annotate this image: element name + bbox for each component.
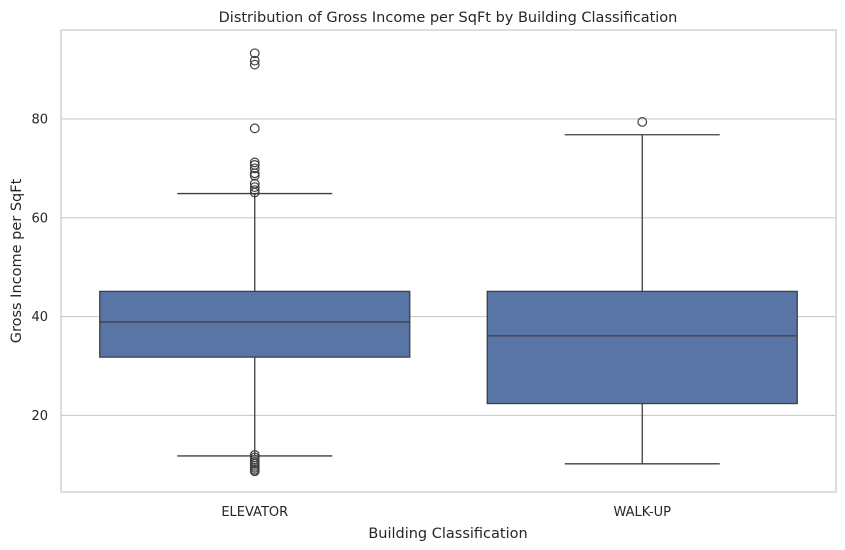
x-axis-label: Building Classification xyxy=(368,526,527,542)
outlier-point xyxy=(249,59,260,70)
y-axis-label: Gross Income per SqFt xyxy=(9,178,25,343)
outlier-point xyxy=(249,185,260,195)
outlier-point xyxy=(637,117,648,127)
outlier-point xyxy=(249,163,260,174)
plot-frame xyxy=(60,29,837,493)
x-tick-label: ELEVATOR xyxy=(221,505,288,520)
outlier-point xyxy=(249,187,260,198)
y-tick-label: 40 xyxy=(31,310,48,325)
outlier-point xyxy=(249,170,260,181)
chart-title: Distribution of Gross Income per SqFt by… xyxy=(219,10,678,26)
outlier-point xyxy=(249,123,260,134)
outlier-point xyxy=(249,182,260,193)
outlier-point xyxy=(249,168,260,179)
x-tick-label: WALK-UP xyxy=(614,505,672,520)
outlier-point xyxy=(249,466,260,477)
outlier-point xyxy=(249,55,260,66)
box-group-walk-up xyxy=(486,117,798,465)
box-group-elevator xyxy=(99,48,411,477)
boxes-layer xyxy=(99,48,798,477)
tick-labels: 20 40 60 80 ELEVATOR WALK-UP xyxy=(31,112,671,520)
iqr-box xyxy=(486,290,798,405)
y-tick-label: 80 xyxy=(31,112,48,127)
iqr-box xyxy=(99,290,411,358)
y-tick-label: 20 xyxy=(31,409,48,424)
outlier-point xyxy=(249,48,260,59)
outlier-point xyxy=(249,157,260,168)
y-tick-label: 60 xyxy=(31,211,48,226)
